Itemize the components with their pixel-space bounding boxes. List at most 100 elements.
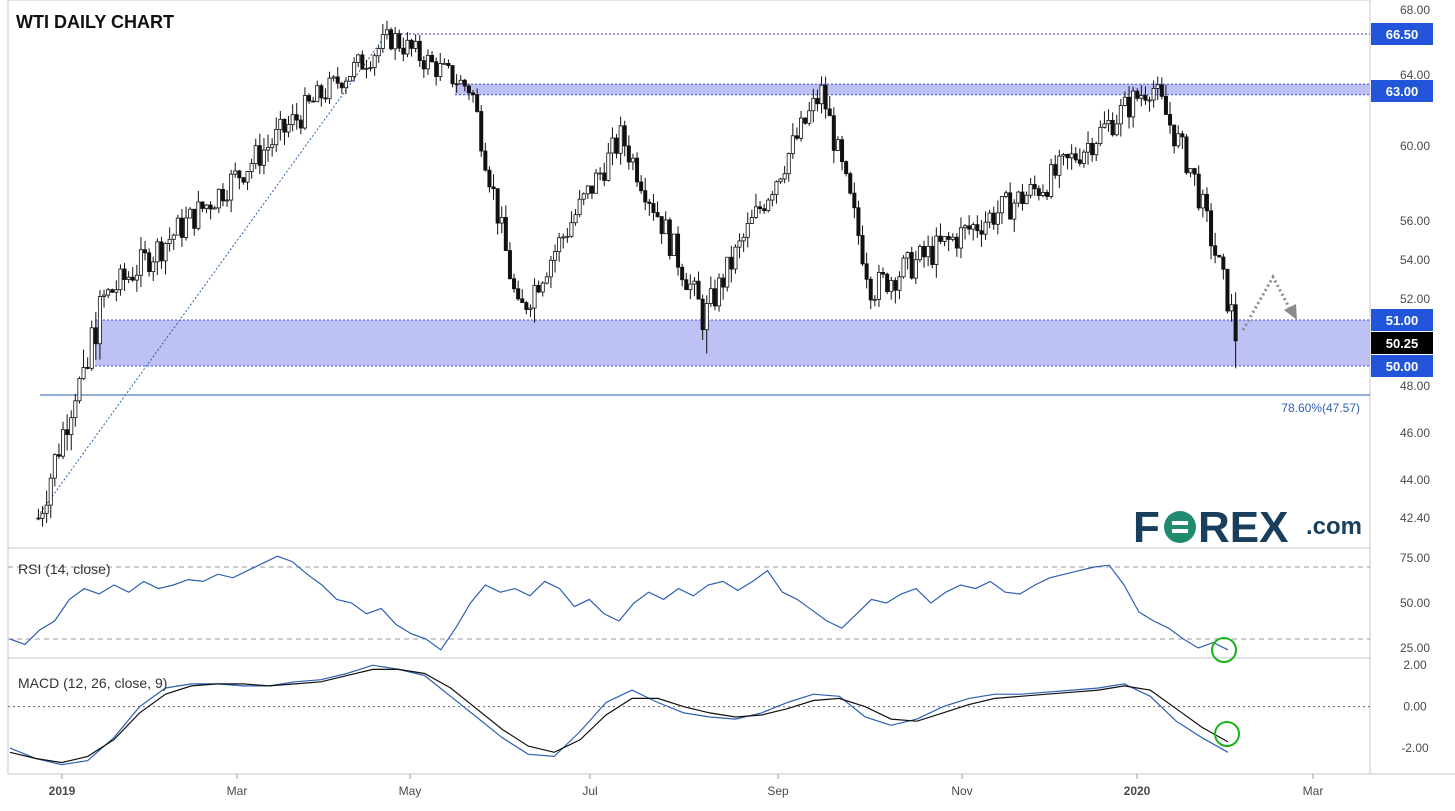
candle-body <box>860 235 865 265</box>
macd-tick-label: 2.00 <box>1403 658 1427 672</box>
candle-body <box>1135 90 1140 99</box>
price-panel-frame <box>7 0 1371 549</box>
candle-body <box>73 400 78 419</box>
candle-body <box>1188 168 1193 174</box>
candle-body <box>823 84 828 110</box>
candle-body <box>89 327 94 369</box>
candle-body <box>815 97 820 105</box>
candle-body <box>561 236 566 239</box>
price-tick-label: 48.00 <box>1400 379 1430 393</box>
candle-body <box>1090 142 1095 156</box>
candle-body <box>155 241 160 263</box>
candle-body <box>1180 133 1185 138</box>
candle-body <box>171 234 176 240</box>
candle-body <box>446 63 451 66</box>
candle-body <box>688 283 693 291</box>
projection-arrow <box>1241 273 1294 331</box>
candle-body <box>897 276 902 291</box>
candle-body <box>520 298 525 304</box>
candle-body <box>147 252 152 273</box>
candle-body <box>926 245 931 258</box>
candle-body <box>1065 154 1070 159</box>
fib-label: 78.60%(47.57) <box>1281 401 1360 415</box>
candle-body <box>1040 192 1045 196</box>
candle-body <box>778 178 783 183</box>
candle-body <box>700 298 705 331</box>
projection-arrowhead <box>1284 304 1297 320</box>
candle-body <box>712 288 717 307</box>
candle-body <box>622 125 627 147</box>
macd-series <box>8 664 1370 766</box>
candle-body <box>253 145 258 164</box>
candle-body <box>106 289 111 296</box>
candle-body <box>204 204 209 209</box>
candle-body <box>1155 84 1160 89</box>
candle-body <box>323 97 328 100</box>
candle-body <box>413 40 418 49</box>
candle-body <box>516 288 521 300</box>
price-tick-label: 60.00 <box>1400 139 1430 153</box>
candle-body <box>466 85 471 94</box>
forex-logo: F REX .com <box>1133 503 1362 552</box>
zone-1 <box>95 320 1370 366</box>
price-badge-bg <box>1371 23 1433 45</box>
price-badge-label: 66.50 <box>1386 27 1419 42</box>
candle-body <box>384 29 389 36</box>
candle-body <box>1217 254 1222 258</box>
candle-body <box>758 206 763 210</box>
candle-body <box>1139 95 1144 99</box>
candle-body <box>1204 193 1209 212</box>
candle-body <box>1209 210 1214 247</box>
candle-body <box>458 79 463 85</box>
candle-body <box>676 233 681 268</box>
price-badges: 66.50 63.00 51.00 50.25 50.00 <box>1371 23 1433 377</box>
price-axis: 68.00 64.00 60.00 56.00 54.00 52.00 48.00 46.00… <box>1400 3 1430 755</box>
candle-body <box>971 224 976 230</box>
candle-body <box>991 212 996 225</box>
candle-body <box>885 273 890 293</box>
candle-body <box>684 279 689 291</box>
candle-body <box>1110 120 1115 136</box>
candle-body <box>200 201 205 209</box>
candle-body <box>889 280 894 293</box>
candle-body <box>425 55 430 70</box>
candle-body <box>188 208 193 219</box>
candle-body <box>893 280 898 291</box>
candle-body <box>745 223 750 238</box>
candle-body <box>196 201 201 229</box>
candle-body <box>868 278 873 301</box>
candle-body <box>811 97 816 112</box>
candle-body <box>85 367 90 369</box>
macd-panel-frame <box>7 657 1371 775</box>
candle-body <box>1057 155 1062 176</box>
candle-body <box>1069 153 1074 159</box>
candle-body <box>1094 143 1099 156</box>
date-axis: 2019 Mar May Jul Sep Nov 2020 Mar <box>49 774 1324 798</box>
candle-body <box>339 82 344 89</box>
candle-body <box>97 296 102 345</box>
candle-body <box>987 212 992 223</box>
candle-body <box>548 259 553 278</box>
candle-body <box>114 289 119 293</box>
candle-body <box>835 139 840 151</box>
candle-body <box>958 227 963 249</box>
candle-body <box>741 236 746 242</box>
candle-body <box>696 280 701 300</box>
candle-body <box>708 288 713 304</box>
candle-body <box>766 199 771 211</box>
candle-body <box>663 219 668 235</box>
candle-body <box>655 212 660 217</box>
candle-body <box>290 114 295 126</box>
candle-body <box>417 40 422 61</box>
rsi-highlight-circle <box>1211 637 1237 663</box>
candle-body <box>589 185 594 194</box>
price-tick-label: 44.00 <box>1400 473 1430 487</box>
candle-body <box>286 124 291 133</box>
candle-body <box>454 83 459 86</box>
candle-body <box>65 429 70 435</box>
candle-body <box>36 517 41 520</box>
candle-body <box>278 118 283 130</box>
date-tick-label: Mar <box>1303 784 1324 798</box>
candle-body <box>1213 245 1218 256</box>
price-tick-label: 68.00 <box>1400 3 1430 17</box>
